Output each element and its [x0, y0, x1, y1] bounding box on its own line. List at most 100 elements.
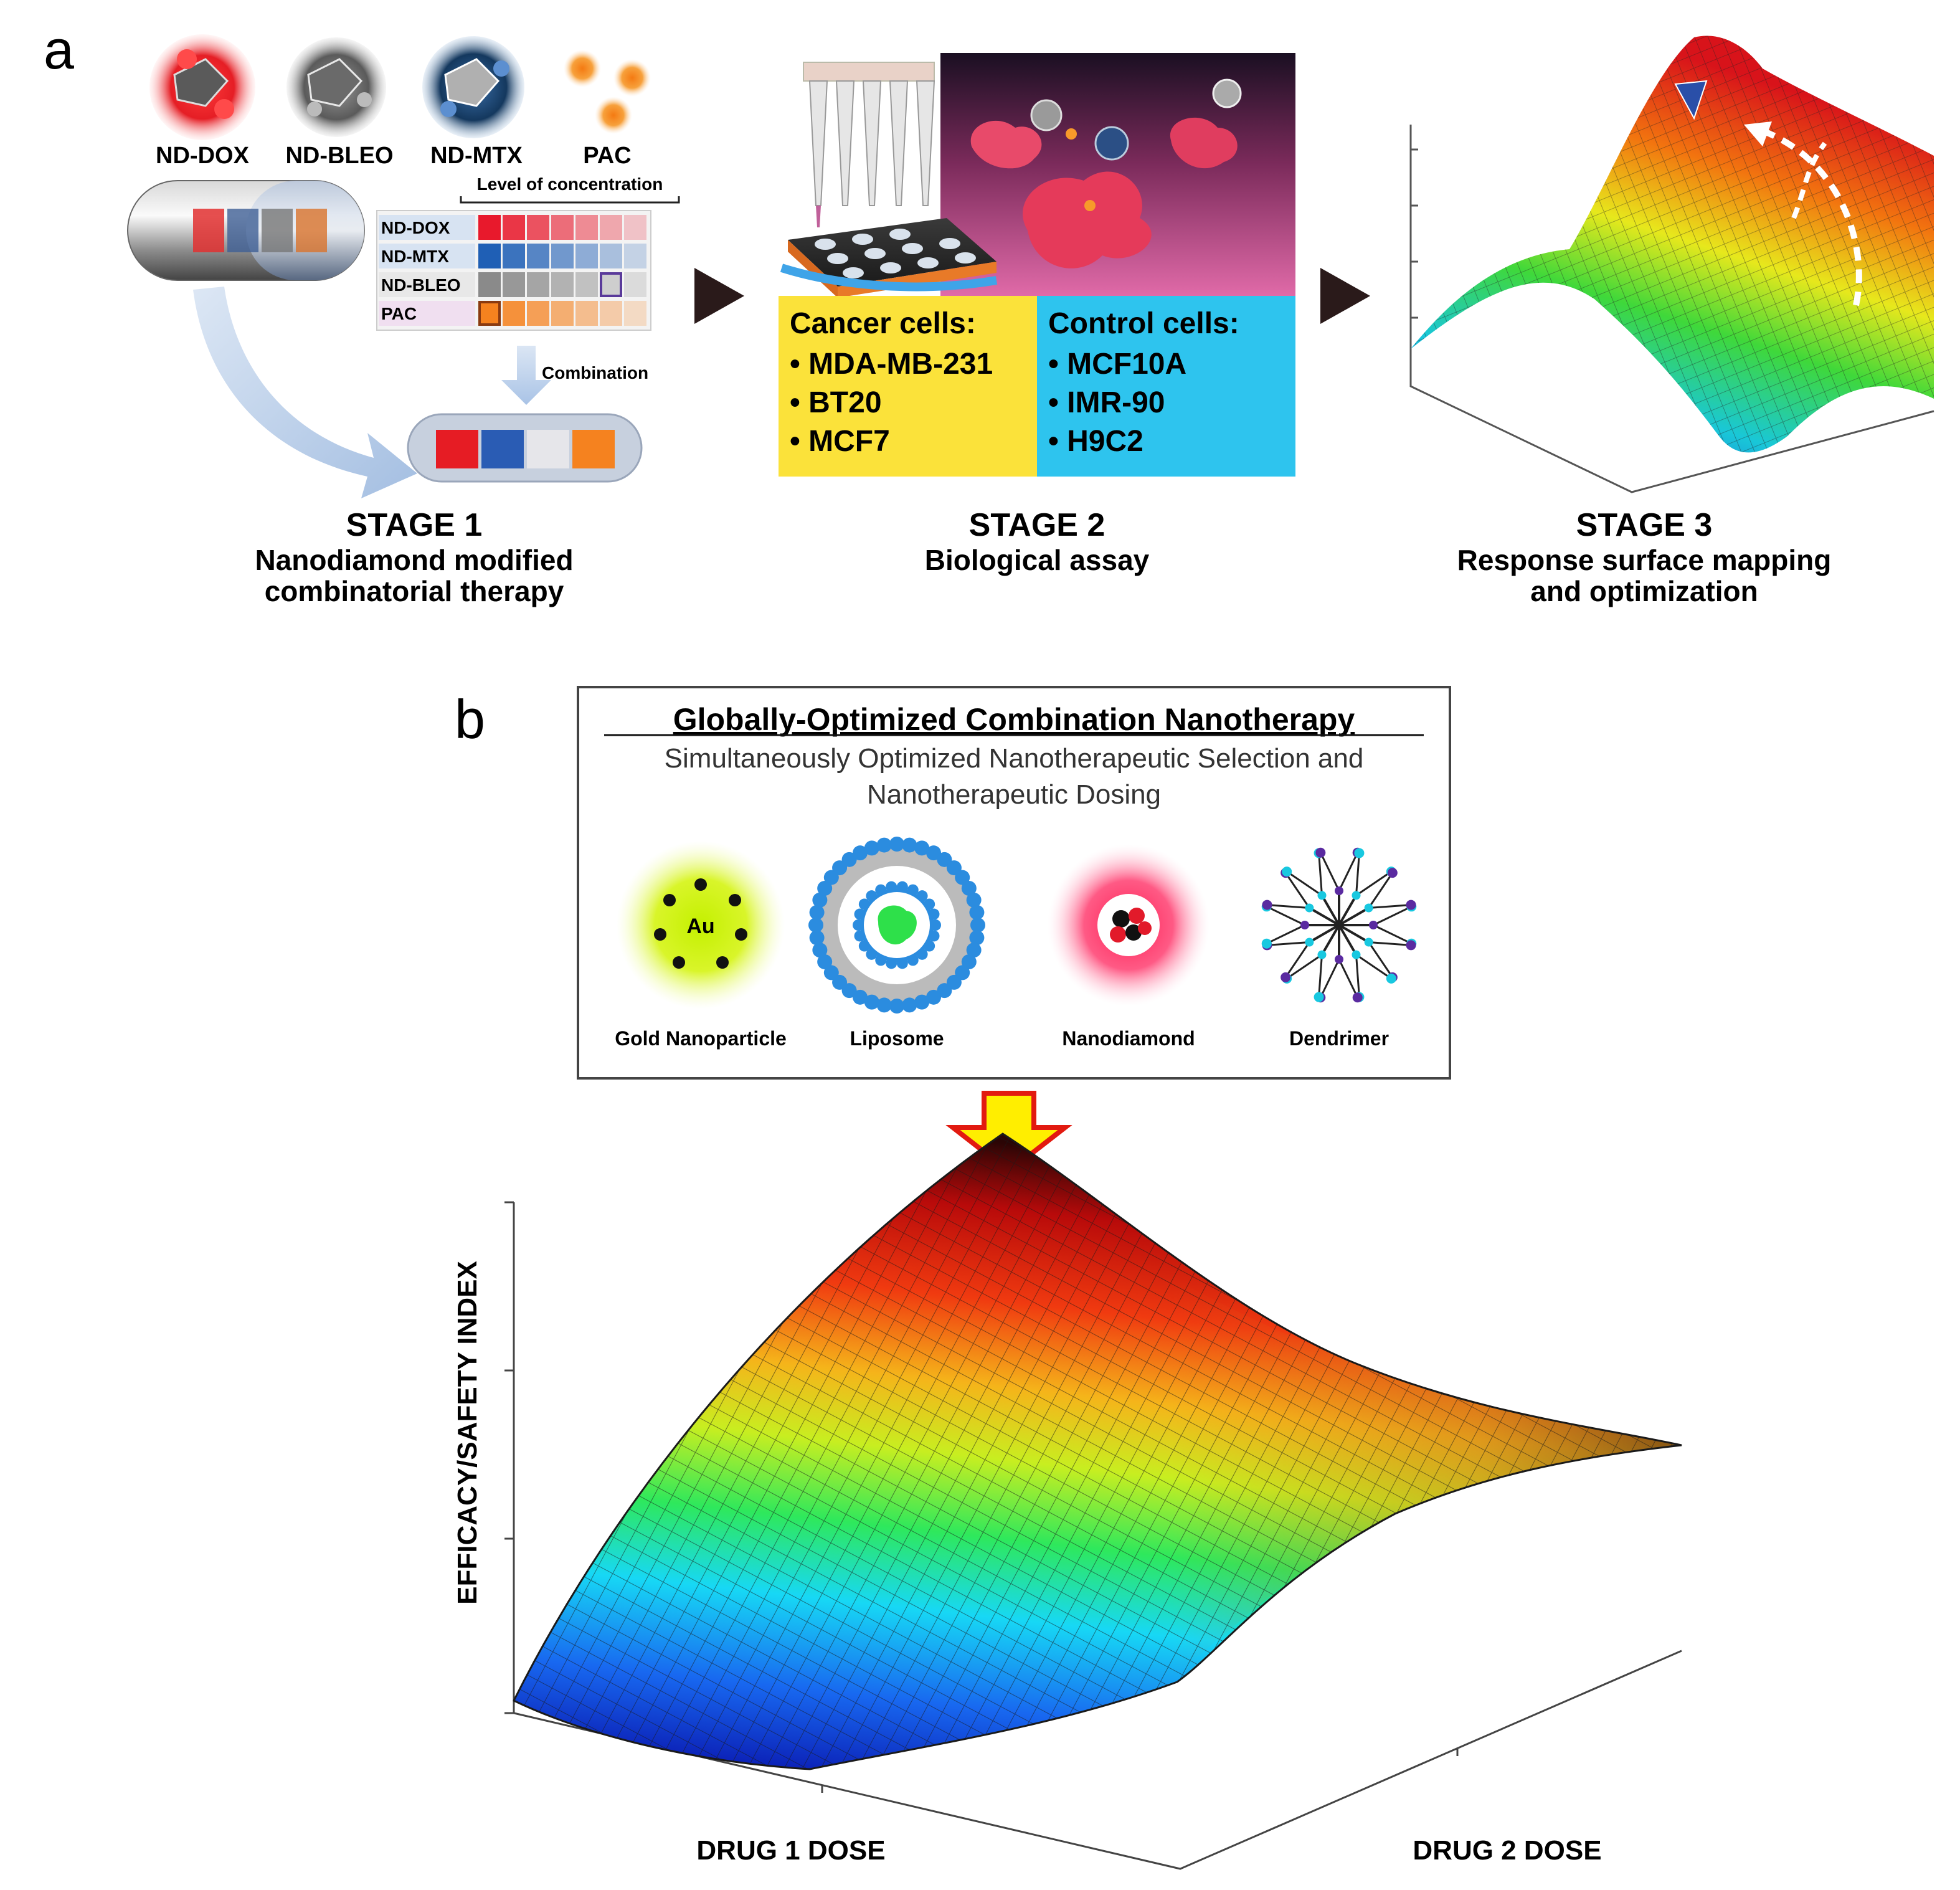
lipid-head	[969, 905, 985, 920]
lipid-head	[955, 870, 970, 885]
lipid-head	[817, 880, 833, 896]
matrix-cell	[527, 244, 549, 268]
lipid-head	[930, 919, 941, 931]
dendrimer-branch	[1286, 870, 1323, 896]
nanotherapy-info-box: Globally-Optimized Combination Nanothera…	[577, 686, 1451, 1080]
lipid-head	[864, 840, 879, 856]
lipid-head	[916, 890, 928, 902]
dendrimer-end-group	[1281, 972, 1291, 982]
lipid-head	[858, 940, 870, 952]
curved-arrow-icon	[193, 287, 417, 498]
dendrimer-end-group	[1262, 900, 1272, 910]
dendrimer-node	[1364, 903, 1373, 913]
matrix-cell	[624, 215, 646, 240]
combination-capsule-icon	[407, 413, 643, 483]
dendrimer-branch	[1355, 870, 1392, 896]
dendrimer-node	[1335, 886, 1343, 895]
dendrimer-node	[1305, 903, 1314, 913]
lipid-head	[864, 994, 879, 1010]
lipid-head	[812, 943, 828, 958]
dendrimer-branch	[1368, 941, 1411, 946]
matrix-cell	[478, 272, 501, 297]
matrix-selected-cell	[600, 272, 622, 297]
lipid-head	[808, 918, 823, 933]
dendrimer-node	[1364, 938, 1373, 947]
dendrimer-branch	[1368, 904, 1411, 909]
matrix-cell	[527, 272, 549, 297]
dendrimer-branch	[1284, 872, 1310, 909]
stage3-subtitle-line2: and optimization	[1530, 575, 1758, 607]
cancer-cell-line: • MDA-MB-231	[790, 348, 993, 381]
dendrimer-node	[1300, 921, 1309, 929]
nd-bleo-particle-icon	[286, 37, 386, 137]
lipid-head	[902, 997, 917, 1013]
lipid-head	[852, 845, 868, 861]
gold-symbol: Au	[686, 914, 714, 938]
dendrimer-end-group	[1315, 847, 1326, 858]
pac-particle-icon	[564, 50, 651, 134]
lipid-head	[889, 999, 904, 1014]
nanoparticle-label-gold: Gold Nanoparticle	[615, 1027, 787, 1050]
lipid-head	[853, 919, 864, 931]
box-subtitle-line1: Simultaneously Optimized Nanotherapeutic…	[665, 743, 1364, 774]
nanoparticle-label-dendrimer: Dendrimer	[1289, 1027, 1389, 1050]
lipid-head	[875, 884, 887, 896]
dendrimer-branch	[1318, 853, 1323, 896]
dendrimer-branch	[1319, 852, 1340, 891]
lipid-head	[966, 943, 982, 958]
lipid-head	[907, 954, 919, 966]
cancer-cells-title: Cancer cells:	[790, 307, 976, 340]
dendrimer-branch	[1320, 924, 1340, 956]
matrix-cell	[478, 215, 501, 240]
matrix-cell	[527, 301, 549, 326]
matrix-cell	[478, 244, 501, 268]
lipid-head	[914, 840, 930, 856]
stage-arrow-1-icon	[694, 268, 744, 324]
nd-mtx-particle-icon	[422, 36, 524, 138]
combination-step: Combination	[407, 346, 648, 483]
lipid-head	[907, 884, 919, 896]
control-cell-line: • H9C2	[1048, 425, 1143, 458]
lipid-head	[914, 994, 930, 1010]
panel-b-letter: b	[455, 688, 485, 750]
matrix-cell	[624, 272, 646, 297]
lipid-head	[961, 954, 977, 970]
cancer-cell-line: • BT20	[790, 386, 882, 419]
lipid-head	[852, 989, 868, 1005]
dendrimer-branch	[1266, 905, 1305, 926]
matrix-cell	[478, 301, 501, 326]
lipid-head	[924, 898, 935, 910]
matrix-cell	[551, 272, 574, 297]
lipid-head	[823, 965, 839, 981]
lipid-head	[937, 983, 952, 999]
matrix-cell	[600, 272, 622, 297]
matrix-cell	[575, 244, 598, 268]
drug-label-nd-mtx: ND-MTX	[430, 143, 523, 169]
matrix-row-label: PAC	[381, 304, 417, 323]
lipid-head	[866, 948, 878, 960]
lipid-head	[916, 948, 928, 960]
matrix-cell	[624, 244, 646, 268]
lipid-head	[926, 989, 942, 1005]
matrix-row-label-bg	[379, 272, 475, 297]
nd-dox-particle-icon	[149, 34, 255, 140]
matrix-cell	[575, 272, 598, 297]
dendrimer-branch	[1355, 853, 1360, 896]
dendrimer-branch	[1368, 872, 1394, 909]
nanoparticle-label-nanodiamond: Nanodiamond	[1062, 1027, 1195, 1050]
dendrimer-branch	[1338, 959, 1359, 998]
lipid-head	[809, 905, 825, 920]
lipid-head	[896, 881, 908, 893]
matrix-row-label-bg	[379, 301, 475, 326]
concentration-label: Level of concentration	[477, 174, 663, 194]
gold-nanoparticle-icon: Au	[617, 841, 785, 1009]
matrix-row-label: ND-BLEO	[381, 275, 461, 295]
cancer-cell-line: • MCF7	[790, 425, 890, 458]
stage3-subtitle-line1: Response surface mapping	[1457, 544, 1832, 576]
dendrimer-node	[1369, 921, 1378, 929]
stage1-title: STAGE 1	[346, 507, 483, 543]
dendrimer-branch	[1284, 941, 1310, 978]
lipid-head	[812, 892, 828, 908]
stage3-title: STAGE 3	[1576, 507, 1713, 543]
